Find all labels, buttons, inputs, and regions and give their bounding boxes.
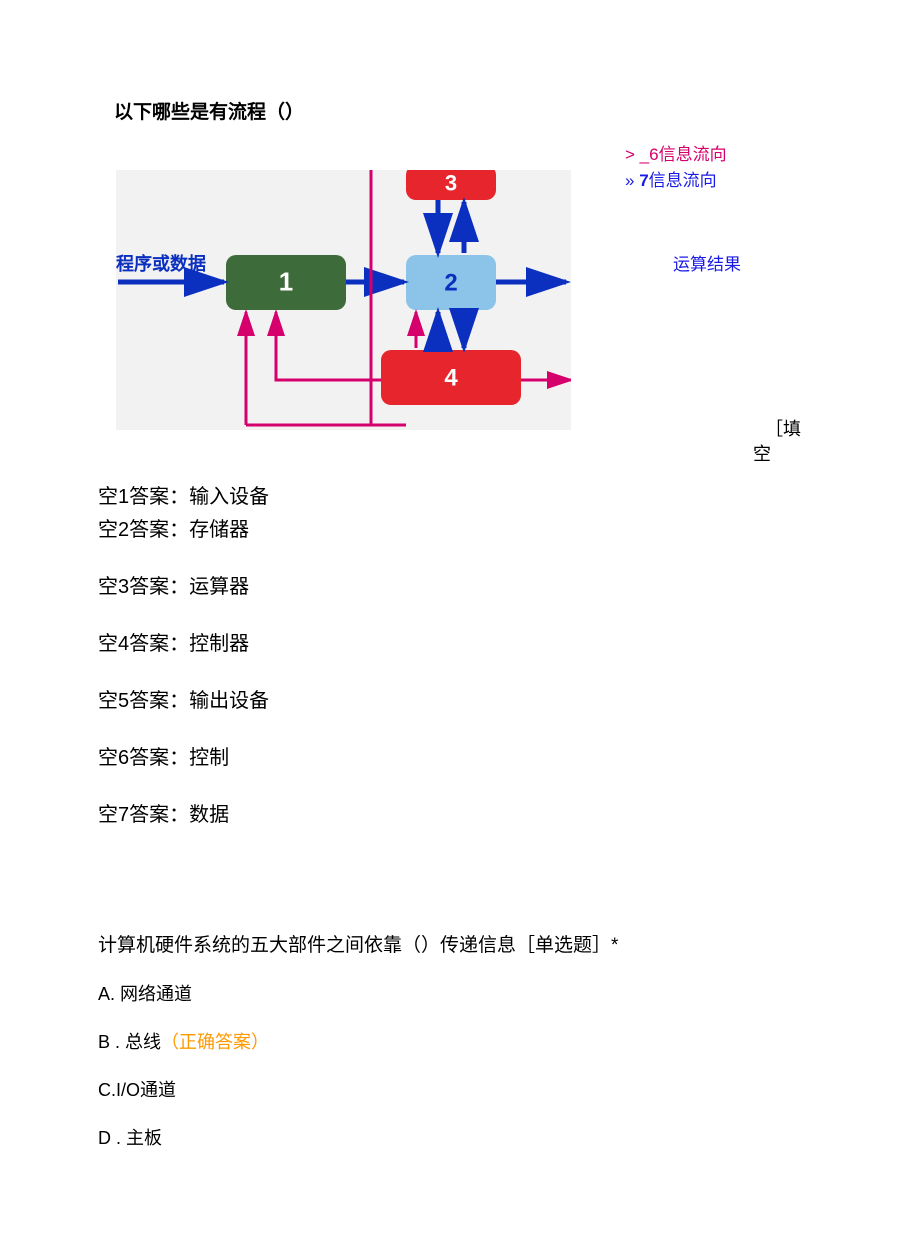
diagram-svg: 程序或数据 3 1 2 4: [116, 170, 571, 430]
option-d[interactable]: D . 主板: [98, 1124, 269, 1150]
diagram: 程序或数据 3 1 2 4: [116, 170, 571, 430]
legend-6-num: 6: [649, 145, 658, 164]
option-a[interactable]: A. 网络通道: [98, 980, 269, 1006]
question-2: 计算机硬件系统的五大部件之间依靠（）传递信息［单选题］*: [98, 930, 618, 957]
legend-6: > _6信息流向: [625, 140, 727, 165]
option-c-label: C.I/O通道: [98, 1080, 176, 1100]
box-3-label: 3: [445, 171, 457, 196]
answer-6: 空6答案：控制: [98, 741, 269, 770]
answer-5: 空5答案：输出设备: [98, 684, 269, 713]
legend-7-num: 7: [639, 171, 648, 190]
option-c[interactable]: C.I/O通道: [98, 1076, 269, 1102]
legend-6-txt: 信息流向: [659, 145, 727, 164]
legend-7-txt: 信息流向: [649, 171, 717, 190]
legend-7: » 7信息流向: [625, 166, 717, 191]
answer-7: 空7答案：数据: [98, 798, 269, 827]
result-label: 运算结果: [673, 250, 741, 275]
ctrl-4-1: [276, 312, 381, 380]
fill-tag-1: ［填: [765, 415, 801, 441]
fill-tag-2: 空: [753, 440, 771, 466]
answer-2: 空2答案：存储器: [98, 513, 269, 542]
option-a-label: A. 网络通道: [98, 984, 192, 1004]
correct-mark: （正确答案）: [161, 1032, 269, 1052]
legend-6-sym: > _: [625, 145, 649, 164]
box-4-label: 4: [444, 365, 458, 392]
option-d-label: D . 主板: [98, 1128, 162, 1148]
title-overlap: 以下哪些是有流程（）: [114, 97, 304, 124]
legend-7-sym: »: [625, 171, 639, 190]
box-1-label: 1: [279, 267, 293, 297]
answer-3: 空3答案：运算器: [98, 570, 269, 599]
answers-block: 空1答案：输入设备 空2答案：存储器 空3答案：运算器 空4答案：控制器 空5答…: [98, 480, 269, 831]
input-label: 程序或数据: [116, 253, 206, 274]
answer-1: 空1答案：输入设备: [98, 480, 269, 509]
option-b[interactable]: B . 总线（正确答案）: [98, 1028, 269, 1054]
box-2-label: 2: [444, 270, 457, 297]
answer-4: 空4答案：控制器: [98, 627, 269, 656]
options-block: A. 网络通道 B . 总线（正确答案） C.I/O通道 D . 主板: [98, 980, 269, 1172]
option-b-label: B . 总线: [98, 1032, 161, 1052]
